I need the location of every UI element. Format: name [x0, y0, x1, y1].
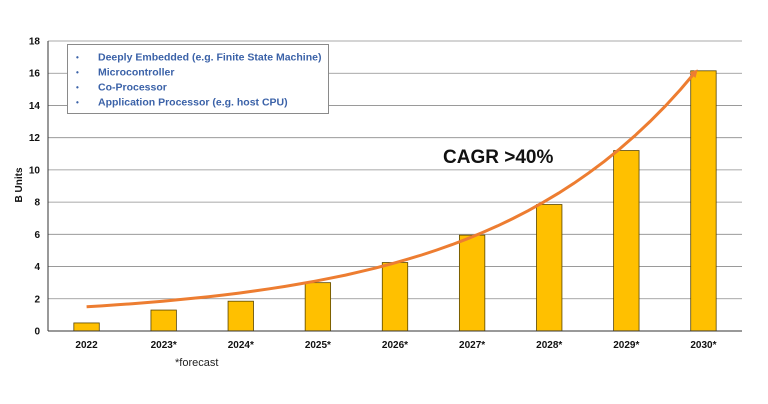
bar-2025: [304, 282, 332, 332]
x-tick-label: 2022: [75, 340, 98, 351]
bar-2027: [458, 234, 486, 332]
bar-2023: [150, 309, 177, 332]
y-tick-label: 14: [29, 101, 41, 112]
x-tick-label: 2025*: [305, 340, 331, 351]
bar-2028: [536, 204, 563, 332]
legend-label: Application Processor (e.g. host CPU): [98, 96, 288, 109]
y-tick-label: 6: [34, 230, 40, 241]
legend-label: Microcontroller: [98, 66, 175, 79]
y-axis-ticks: 0 2 4 6 8 10 12 14 16 18: [29, 37, 41, 338]
legend: • Deeply Embedded (e.g. Finite State Mach…: [67, 44, 329, 114]
bars: [73, 70, 717, 332]
legend-label: Co-Processor: [98, 81, 167, 94]
x-axis-ticks: 2022 2023* 2024* 2025* 2026* 2027* 2028* 2029* 2…: [75, 340, 716, 351]
bullet-icon: •: [76, 83, 79, 92]
bullet-icon: •: [76, 68, 79, 77]
bar-2026: [381, 262, 409, 332]
y-tick-label: 0: [34, 327, 40, 338]
x-tick-label: 2023*: [151, 340, 177, 351]
x-tick-label: 2027*: [459, 340, 485, 351]
legend-item-deeply-embedded: • Deeply Embedded (e.g. Finite State Mach…: [76, 50, 328, 65]
gridlines: [48, 40, 742, 332]
bar-2024: [227, 300, 254, 332]
x-tick-label: 2029*: [613, 340, 639, 351]
y-tick-label: 2: [34, 294, 40, 305]
axes: [47, 41, 742, 332]
legend-item-application-processor: • Application Processor (e.g. host CPU): [76, 95, 328, 110]
trend-arrow: [86, 69, 698, 309]
x-tick-label: 2024*: [228, 340, 254, 351]
bar-2029: [613, 150, 640, 332]
y-tick-label: 12: [29, 133, 41, 144]
x-tick-label: 2028*: [536, 340, 562, 351]
bullet-icon: •: [76, 98, 79, 107]
y-tick-label: 8: [34, 198, 40, 209]
bar-2022: [73, 322, 100, 332]
y-tick-label: 10: [29, 165, 41, 176]
x-tick-label: 2026*: [382, 340, 408, 351]
forecast-footnote: *forecast: [175, 357, 218, 369]
legend-item-microcontroller: • Microcontroller: [76, 65, 328, 80]
legend-label: Deeply Embedded (e.g. Finite State Machi…: [98, 51, 322, 64]
y-tick-label: 18: [29, 37, 41, 48]
bar-2030: [690, 70, 717, 332]
legend-item-co-processor: • Co-Processor: [76, 80, 328, 95]
y-axis-label: B Units: [14, 167, 25, 202]
bullet-icon: •: [76, 53, 79, 62]
x-tick-label: 2030*: [690, 340, 716, 351]
cagr-annotation: CAGR >40%: [443, 147, 553, 168]
y-tick-label: 16: [29, 69, 41, 80]
y-tick-label: 4: [34, 262, 40, 273]
